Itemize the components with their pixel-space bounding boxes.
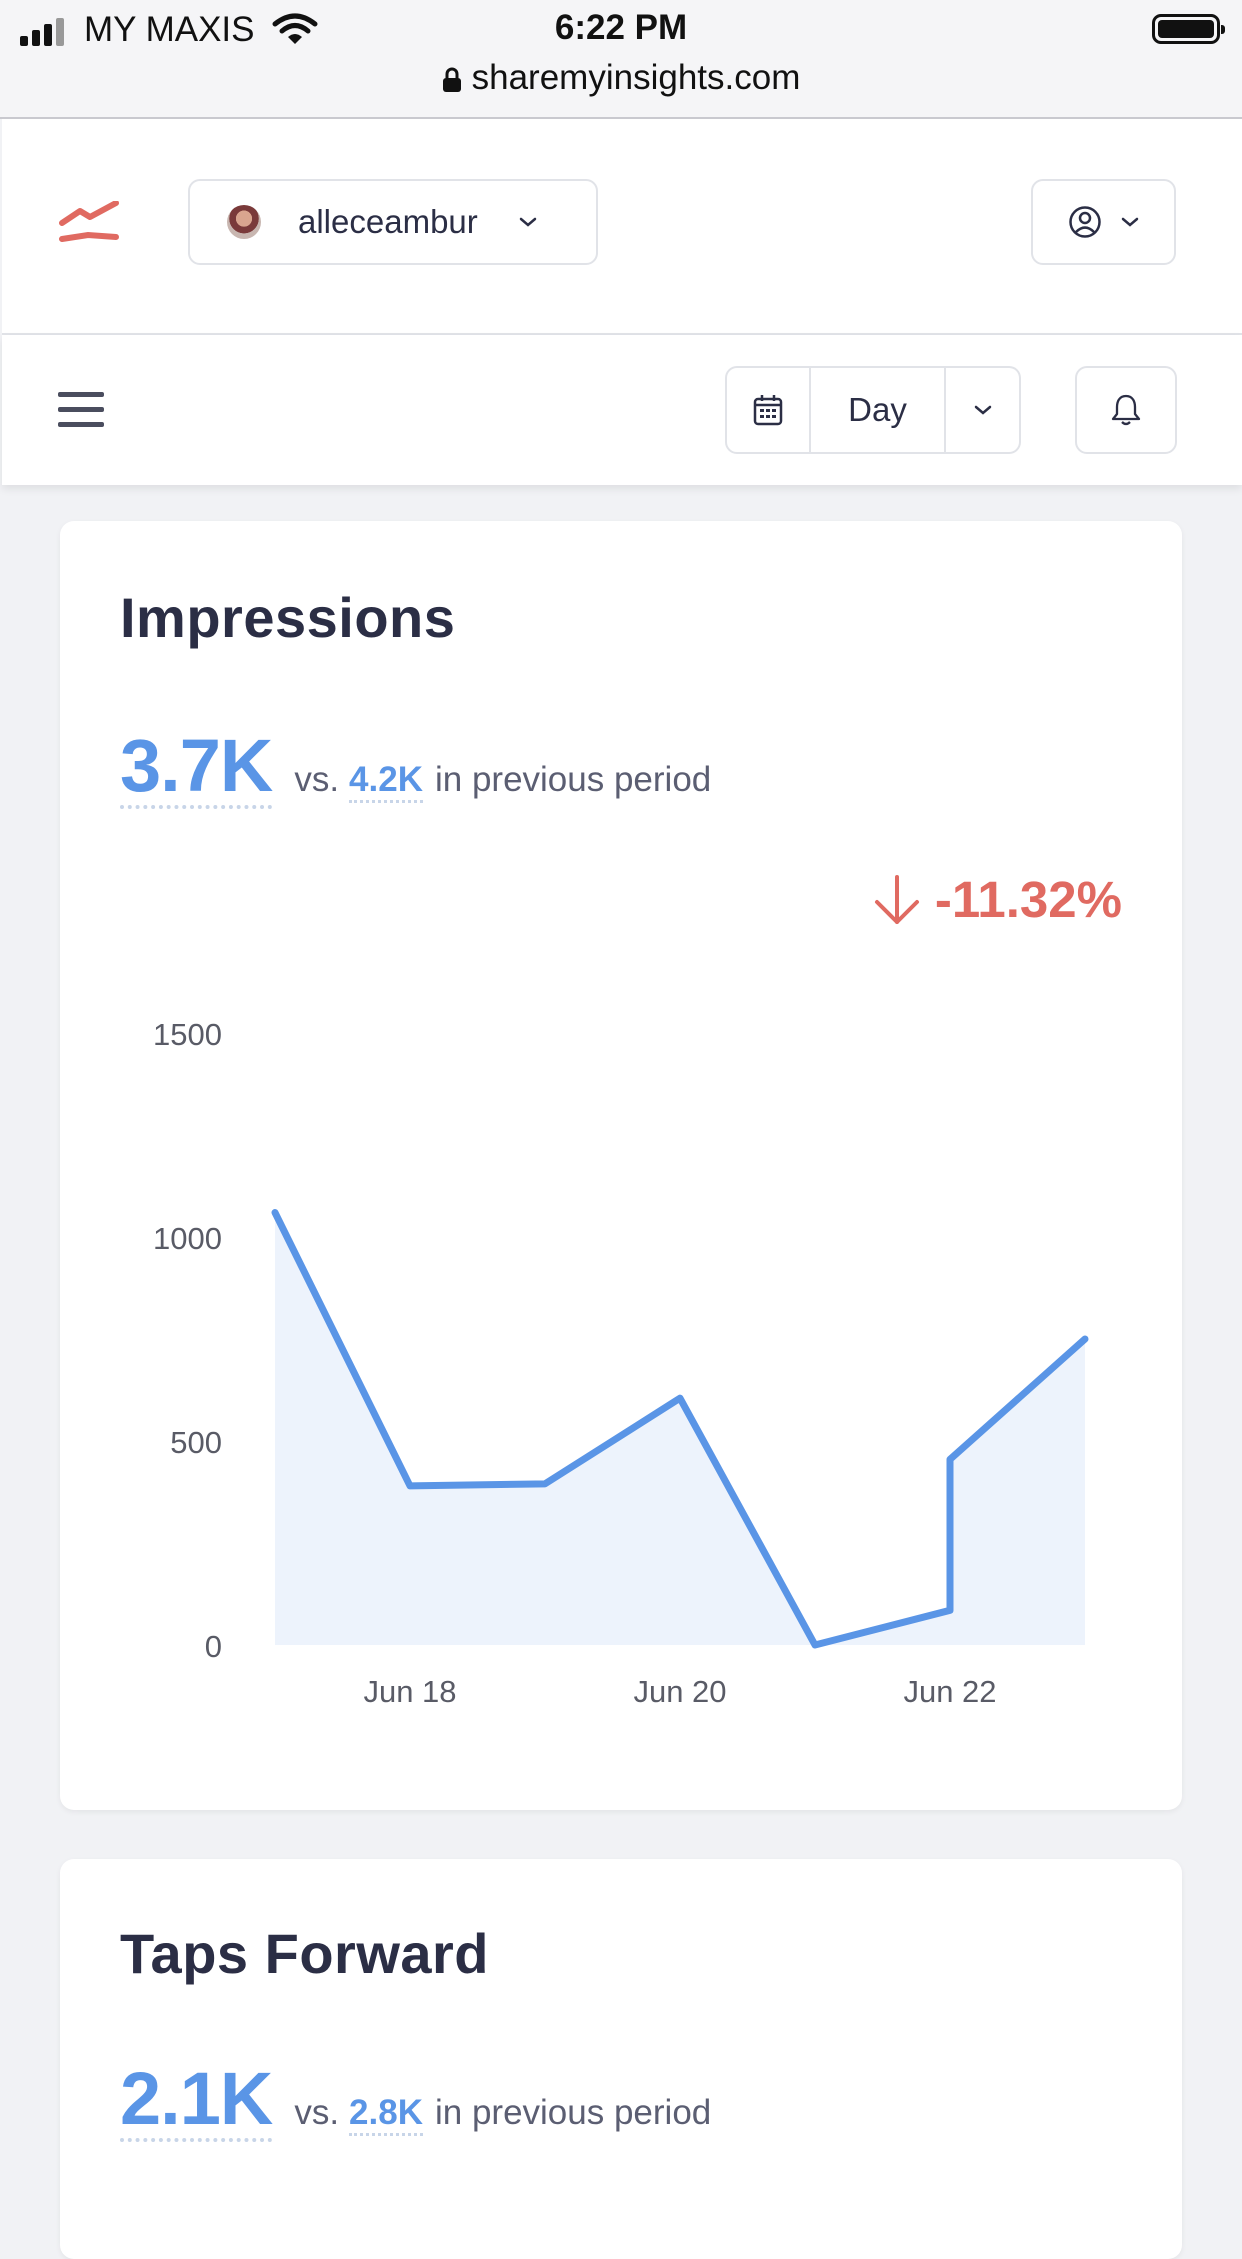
data-point <box>271 1209 279 1217</box>
x-tick-label: Jun 22 <box>903 1674 996 1709</box>
data-point <box>811 1641 819 1649</box>
calendar-button[interactable] <box>725 366 811 454</box>
data-point <box>406 1482 414 1490</box>
signal-icon <box>20 16 64 46</box>
battery-icon <box>1152 14 1225 44</box>
data-point <box>541 1480 549 1488</box>
app-header: alleceambur <box>2 119 1242 335</box>
impressions-chart: 0 500 1000 1500 Jun 18 Jun 20 Jun 22 <box>153 1017 1089 1709</box>
toolbar: Day <box>2 335 1242 485</box>
hamburger-menu-icon[interactable] <box>58 390 104 430</box>
current-value[interactable]: 2.1K <box>120 2057 273 2142</box>
change-percent: -11.32% <box>934 871 1122 928</box>
y-tick-label: 0 <box>205 1629 222 1664</box>
previous-value[interactable]: 4.2K <box>349 760 423 803</box>
data-point <box>676 1394 684 1402</box>
metric-summary: 2.1K vs. 2.8K in previous period <box>120 2062 711 2142</box>
chevron-down-icon <box>519 217 537 227</box>
account-selector[interactable]: alleceambur <box>188 179 598 265</box>
app-logo-icon[interactable] <box>58 201 122 245</box>
previous-value[interactable]: 2.8K <box>349 2093 423 2136</box>
current-value[interactable]: 3.7K <box>120 724 273 809</box>
previous-period-label: in previous period <box>434 2093 712 2132</box>
vs-label: vs. <box>294 2093 340 2132</box>
calendar-icon <box>753 395 783 426</box>
period-dropdown-button[interactable] <box>946 366 1021 454</box>
y-tick-label: 1500 <box>153 1017 222 1052</box>
status-bar: MY MAXIS 6:22 PM sharemyinsights.com <box>0 0 1242 119</box>
series-area <box>275 1212 1085 1645</box>
date-range-picker: Day <box>725 366 1021 454</box>
y-tick-label: 500 <box>170 1425 222 1460</box>
avatar <box>227 205 261 239</box>
series-line <box>271 1209 1089 1649</box>
data-point <box>946 1606 954 1614</box>
arrow-down-icon <box>874 874 919 924</box>
impressions-card: Impressions 3.7K vs. 4.2K in previous pe… <box>60 521 1182 1810</box>
taps-forward-card: Taps Forward 2.1K vs. 2.8K in previous p… <box>60 1859 1182 2259</box>
change-indicator: -11.32% <box>873 870 1122 929</box>
vs-label: vs. <box>294 760 340 799</box>
bell-icon <box>1111 394 1141 426</box>
card-title: Impressions <box>120 586 456 649</box>
card-title: Taps Forward <box>120 1922 490 1985</box>
address-bar[interactable]: sharemyinsights.com <box>0 58 1242 98</box>
url-text: sharemyinsights.com <box>471 58 801 97</box>
x-tick-label: Jun 18 <box>363 1674 456 1709</box>
chevron-down-icon <box>1121 217 1138 227</box>
lock-icon <box>442 67 461 92</box>
chevron-down-icon <box>974 405 991 415</box>
wifi-icon <box>272 13 318 44</box>
data-point <box>1081 1335 1089 1343</box>
user-circle-icon <box>1068 206 1101 238</box>
carrier-label: MY MAXIS <box>84 10 255 49</box>
previous-period-label: in previous period <box>434 760 712 799</box>
x-tick-label: Jun 20 <box>633 1674 726 1709</box>
notifications-button[interactable] <box>1075 366 1177 454</box>
account-name: alleceambur <box>298 203 478 240</box>
clock: 6:22 PM <box>554 8 688 47</box>
period-selector[interactable]: Day <box>811 366 946 454</box>
y-tick-label: 1000 <box>153 1221 222 1256</box>
user-menu-button[interactable] <box>1031 179 1176 265</box>
metric-summary: 3.7K vs. 4.2K in previous period <box>120 729 711 809</box>
